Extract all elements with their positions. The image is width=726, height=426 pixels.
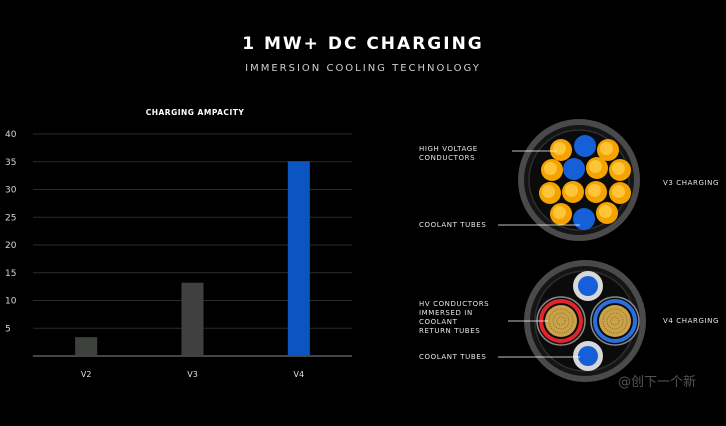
v3-conductor-highlight <box>542 185 555 198</box>
bar-v3 <box>181 282 204 356</box>
v3-conductor-highlight <box>544 162 557 175</box>
v4-return-tube-ring <box>593 299 637 343</box>
v3-coolant-tube <box>563 158 585 180</box>
v3-conductor-highlight <box>599 205 612 218</box>
v3-conductor-highlight <box>588 184 601 197</box>
v3-conductor-highlight <box>600 142 613 155</box>
v3-coolant-tube <box>574 135 596 157</box>
v4-strand-pattern <box>548 308 574 334</box>
bar-v2 <box>75 337 98 356</box>
x-tick-label: V4 <box>294 370 305 379</box>
v3-conductor-highlight <box>565 184 578 197</box>
chart-title: CHARGING AMPACITY <box>146 108 245 117</box>
v4-coolant-tube <box>578 276 598 296</box>
v4-strand-pattern <box>606 312 624 330</box>
label-hv-conductors-immersed: HV CONDUCTORS IMMERSED IN COOLANT RETURN… <box>419 300 490 335</box>
watermark: @创下一个新 <box>617 375 696 390</box>
v3-coolant-tube <box>573 208 595 230</box>
page-title: 1 MW+ DC CHARGING <box>242 34 484 54</box>
label-v4-charging: V4 CHARGING <box>663 317 720 325</box>
page-subtitle: IMMERSION COOLING TECHNOLOGY <box>245 63 481 74</box>
v3-conductor-highlight <box>612 185 625 198</box>
v3-conductor-highlight <box>553 206 566 219</box>
label-v3-charging: V3 CHARGING <box>663 179 720 187</box>
y-tick-label: 30 <box>5 186 17 196</box>
v4-strand-pattern <box>602 308 628 334</box>
y-tick-label: 40 <box>5 130 17 140</box>
v3-conductor-highlight <box>553 142 566 155</box>
v4-strand-pattern <box>552 312 570 330</box>
v4-strand-pattern <box>556 316 566 326</box>
x-tick-label: V3 <box>187 370 198 379</box>
y-tick-label: 10 <box>5 297 17 307</box>
v4-hv-conductor-bundle <box>599 305 631 337</box>
y-tick-label: 20 <box>5 241 17 251</box>
y-tick-label: 15 <box>5 269 16 279</box>
v3-conductor-highlight <box>612 162 625 175</box>
y-tick-label: 25 <box>5 213 16 223</box>
x-tick-label: V2 <box>81 370 92 379</box>
label-high-voltage-conductors: HIGH VOLTAGE CONDUCTORS <box>419 145 478 162</box>
v4-strand-pattern <box>610 316 620 326</box>
y-tick-label: 5 <box>5 324 11 334</box>
v3-conductor-highlight <box>589 160 602 173</box>
label-v3-coolant-tubes: COOLANT TUBES <box>419 221 487 229</box>
v4-coolant-tube <box>578 346 598 366</box>
v4-hv-conductor-bundle <box>545 305 577 337</box>
label-v4-coolant-tubes: COOLANT TUBES <box>419 353 487 361</box>
y-tick-label: 35 <box>5 158 16 168</box>
bar-v4 <box>287 161 310 356</box>
